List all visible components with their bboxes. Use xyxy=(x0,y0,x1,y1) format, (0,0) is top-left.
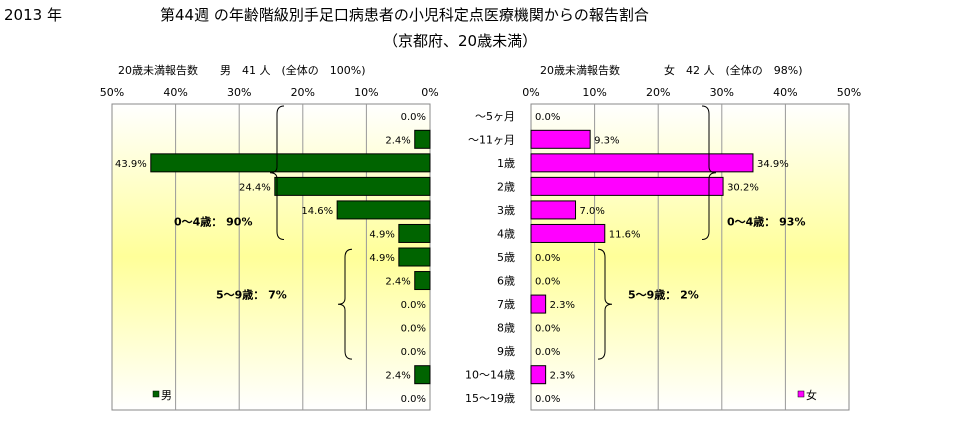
chart-subtitle: （京都府、20歳未満） xyxy=(383,32,538,50)
male-value-label: 0.0% xyxy=(401,347,426,358)
female-brace-0-4 xyxy=(701,105,717,240)
female-x-tick-label: 40% xyxy=(773,86,797,99)
female-annotation-0-4: 0～4歳： 93% xyxy=(727,215,805,229)
age-category-label: 5歳 xyxy=(497,251,515,264)
male-x-tick-label: 10% xyxy=(354,86,378,99)
age-category-label: 3歳 xyxy=(497,204,515,217)
male-chart-panel: 50% 40% 30% 20% 10% 0% 0.0% 2.4% 43.9% 24.4% 14.6%… xyxy=(100,86,439,411)
female-x-tick-label: 30% xyxy=(710,86,734,99)
female-plot-area xyxy=(530,103,850,411)
age-category-labels: ～5ヶ月 ～11ヶ月 1歳 2歳 3歳 4歳 5歳 6歳 7歳 8歳 9歳 10～14歳 15～19歳 xyxy=(465,110,515,405)
female-value-label: 0.0% xyxy=(535,112,560,123)
year-label: 2013 年 xyxy=(4,6,62,24)
age-category-label: 1歳 xyxy=(497,157,515,170)
female-value-label: 34.9% xyxy=(757,159,789,170)
female-x-tick-label: 10% xyxy=(582,86,606,99)
male-value-label: 24.4% xyxy=(239,182,271,193)
age-category-label: 7歳 xyxy=(497,298,515,311)
age-category-label: 6歳 xyxy=(497,275,515,288)
male-value-label: 4.9% xyxy=(369,229,394,240)
female-value-label: 0.0% xyxy=(535,347,560,358)
female-value-label: 0.0% xyxy=(535,253,560,264)
female-value-label: 0.0% xyxy=(535,324,560,335)
male-bar xyxy=(274,176,431,196)
age-category-label: 4歳 xyxy=(497,227,515,240)
female-bar xyxy=(530,200,577,220)
age-category-label: 10～14歳 xyxy=(465,369,515,382)
female-value-label: 0.0% xyxy=(535,394,560,405)
male-x-tick-label: 0% xyxy=(421,86,438,99)
female-value-label: 11.6% xyxy=(609,229,641,240)
female-value-label: 7.0% xyxy=(580,206,605,217)
female-value-label: 2.3% xyxy=(550,300,575,311)
male-legend-label: 男 xyxy=(161,389,172,402)
male-x-tick-label: 30% xyxy=(227,86,251,99)
male-annotation-0-4: 0～4歳： 90% xyxy=(174,215,252,229)
male-bar xyxy=(414,271,431,291)
female-bar xyxy=(530,223,606,243)
female-value-label: 9.3% xyxy=(594,135,619,146)
male-value-label: 2.4% xyxy=(385,135,410,146)
female-legend-swatch xyxy=(797,390,805,398)
female-subtitle: 20歳未満報告数 女 42 人 (全体の 98%) xyxy=(540,64,803,77)
female-bar xyxy=(530,129,591,149)
female-bar xyxy=(530,294,547,314)
male-value-label: 2.4% xyxy=(385,371,410,382)
male-x-tick-label: 40% xyxy=(163,86,187,99)
female-annotation-5-9: 5～9歳： 2% xyxy=(628,288,699,302)
chart-title: 第44週 の年齢階級別手足口病患者の小児科定点医療機関からの報告割合 xyxy=(160,6,649,24)
male-x-tick-label: 20% xyxy=(291,86,315,99)
female-bar xyxy=(530,153,754,173)
male-value-label: 0.0% xyxy=(401,394,426,405)
male-value-label: 0.0% xyxy=(401,300,426,311)
male-bar xyxy=(150,153,431,173)
male-bar xyxy=(414,365,431,385)
male-annotation-5-9: 5～9歳： 7% xyxy=(216,288,287,302)
male-value-label: 0.0% xyxy=(401,112,426,123)
age-category-label: 2歳 xyxy=(497,180,515,193)
male-subtitle: 20歳未満報告数 男 41 人 (全体の 100%) xyxy=(118,64,366,77)
female-value-label: 30.2% xyxy=(727,182,759,193)
male-x-tick-label: 50% xyxy=(100,86,124,99)
male-bar xyxy=(414,129,431,149)
male-value-label: 14.6% xyxy=(301,206,333,217)
age-category-label: ～5ヶ月 xyxy=(475,110,515,123)
male-value-label: 4.9% xyxy=(369,253,394,264)
male-value-label: 2.4% xyxy=(385,277,410,288)
female-x-tick-label: 0% xyxy=(522,86,539,99)
age-category-label: 15～19歳 xyxy=(465,392,515,405)
female-legend-label: 女 xyxy=(806,388,817,402)
female-x-tick-label: 50% xyxy=(837,86,861,99)
male-brace-0-4 xyxy=(269,105,285,240)
female-chart-panel: 0% 10% 20% 30% 40% 50% 0.0% 9.3% 34.9% 30.2% 7.0% 1… xyxy=(522,86,861,411)
male-value-label: 43.9% xyxy=(115,159,147,170)
age-category-label: 8歳 xyxy=(497,322,515,335)
age-category-label: 9歳 xyxy=(497,345,515,358)
female-value-label: 0.0% xyxy=(535,277,560,288)
male-bar xyxy=(398,223,431,243)
female-bar xyxy=(530,176,724,196)
male-bar xyxy=(336,200,431,220)
female-brace-5-9 xyxy=(597,248,613,360)
age-category-label: ～11ヶ月 xyxy=(468,133,515,146)
female-value-label: 2.3% xyxy=(550,371,575,382)
male-bar xyxy=(398,247,431,267)
female-bar xyxy=(530,365,547,385)
male-brace-5-9 xyxy=(337,248,353,360)
male-value-label: 0.0% xyxy=(401,324,426,335)
male-legend-swatch xyxy=(152,390,160,398)
female-x-tick-label: 20% xyxy=(646,86,670,99)
